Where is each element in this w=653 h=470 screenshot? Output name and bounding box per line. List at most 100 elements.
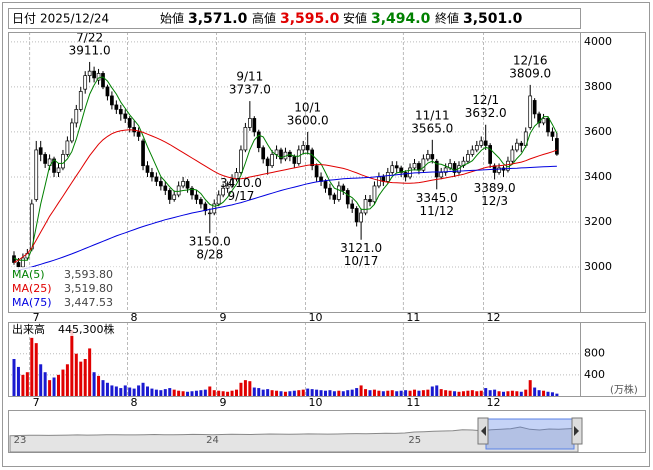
x-tick-label: 10 [309,396,323,409]
volume-bar [470,390,474,396]
candle-body [207,212,212,215]
legend-box [9,323,121,336]
candle-body [69,122,74,142]
legend-value: 3,447.53 [64,296,113,309]
volume-bar [239,382,243,396]
volume-bar [266,389,270,396]
annotation-date: 7/22 [76,30,103,44]
y-tick-label: 3600 [584,125,612,138]
annotation-date: 10/17 [344,254,379,268]
candle-body [479,140,484,146]
handle-arrow [574,426,579,436]
candle-body [248,118,252,128]
price-frame [8,32,646,313]
candle-body [385,172,390,182]
volume-bar [21,374,25,396]
x-tick-label: 8 [131,311,138,324]
volume-bar [542,390,546,396]
volume-bar [555,393,559,396]
volume-bar [83,359,87,396]
volume-bar [328,390,332,396]
annotation-date: 10/1 [294,100,321,114]
volume-bar [337,390,341,396]
legend-box [9,267,121,311]
candle-body [305,145,310,151]
volume-bar [315,389,319,396]
candle-body [65,140,70,155]
volume-tick-label: 400 [584,368,605,381]
volume-bar [377,390,381,396]
ma-line [13,129,558,263]
candle-body [56,167,61,173]
candle-body [421,158,426,171]
candle-body [176,185,181,196]
navigator-window[interactable] [485,418,575,450]
y-tick-label: 3000 [584,260,612,273]
volume-bar [110,385,114,396]
navigator-label: 25 [408,435,421,446]
volume-bar [524,389,528,396]
header-date-label: 日付 [12,12,36,26]
y-tick-label: 3200 [584,215,612,228]
x-tick-label: 12 [487,396,501,409]
candle-body [279,149,283,160]
volume-bar [484,388,488,396]
plot-layer: 3000 3200 3400 3600 3800 4000 400 800 (万株) 7 7 8 8 9 9… [8,30,638,409]
candle-body [528,95,533,128]
volume-bar [319,390,323,396]
candle-body [292,156,297,164]
candle-body [96,73,101,81]
candle-body [159,181,163,187]
header-field-name: 高値 [252,11,276,26]
header-field-name: 始値 [160,11,184,26]
volume-bar [25,372,29,396]
volume-bar [97,375,101,396]
volume-bar [132,388,136,396]
candle-body [274,149,279,155]
y-tick-label: 4000 [584,35,612,48]
volume-frame [8,322,646,397]
candle-body [38,147,43,155]
candle-body [430,154,435,160]
header-field-value: 3,571.0 [188,11,248,27]
volume-bar [61,369,65,396]
volume-bar [190,391,194,396]
candle-body [434,160,439,178]
x-tick-label: 9 [220,311,227,324]
navigator-label: 24 [206,435,219,446]
header-field-name: 安値 [343,11,367,26]
volume-bar [332,391,336,396]
candle-body [372,185,377,203]
candle-body [412,163,417,169]
x-tick-label: 11 [406,396,420,409]
candle-body [550,131,555,137]
volume-bar [528,380,532,396]
volume-bar [181,391,185,396]
candle-body [190,187,194,196]
volume-bar [16,366,20,396]
volume-bar [364,389,368,396]
volume-bar [279,391,283,396]
volume-bar [48,380,52,396]
header-date: 2025/12/24 [40,12,109,26]
candle-body [403,172,408,178]
candle-body [541,118,546,124]
navigator-label: 23 [14,435,27,446]
volume-bar [128,387,132,396]
candle-body [426,154,430,160]
volume-bar [297,390,301,396]
volume-bar [301,389,305,396]
volume-bar [261,389,265,396]
volume-bar [168,388,172,396]
volume-unit: (万株) [610,383,638,396]
annotation-price: 3389.0 [474,181,516,195]
volume-bar [288,391,292,396]
candle-body [466,154,470,162]
candle-body [519,142,524,146]
candle-body [261,147,266,160]
candle-body [181,181,185,187]
volume-bar [199,390,203,396]
volume-bar [217,390,221,396]
